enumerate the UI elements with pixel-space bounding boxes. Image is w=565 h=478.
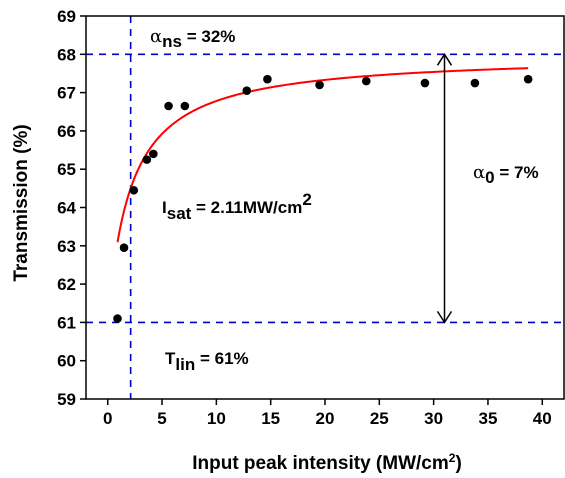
data-point: [420, 78, 430, 88]
data-point: [119, 243, 129, 253]
arrow-head-top: [436, 52, 453, 66]
x-tick-label: 40: [533, 409, 552, 428]
y-tick-label: 63: [57, 237, 76, 256]
data-point: [242, 86, 252, 95]
y-tick-label: 69: [57, 7, 76, 26]
x-tick-label: 0: [103, 409, 112, 428]
data-point: [149, 149, 158, 159]
x-tick-label: 15: [261, 409, 280, 428]
plot-frame: [85, 15, 565, 400]
x-tick-label: 20: [316, 409, 335, 428]
data-point: [315, 80, 324, 90]
data-point: [263, 74, 272, 84]
data-point: [113, 314, 122, 323]
x-tick-label: 10: [207, 409, 226, 428]
y-axis-ticks: 59 60 61 62 63 64 65 66 67 68 69: [57, 7, 86, 409]
data-point: [470, 78, 480, 88]
x-tick-label: 30: [424, 409, 443, 428]
y-tick-label: 61: [57, 313, 76, 332]
x-tick-label: 25: [370, 409, 389, 428]
alpha-ns-annotation: αns = 32%: [150, 26, 235, 51]
y-tick-label: 65: [57, 160, 76, 179]
alpha0-arrow: [436, 52, 453, 324]
y-tick-label: 62: [57, 275, 76, 294]
data-point: [142, 155, 152, 164]
data-point: [523, 74, 533, 84]
data-point: [361, 76, 371, 86]
arrow-head-bottom: [436, 310, 453, 324]
data-point: [164, 101, 173, 111]
fit-curve-group: [116, 67, 529, 243]
guide-lines: [86, 16, 564, 399]
x-axis-ticks: 0 5 10 15 20 25 30 35 40: [103, 399, 552, 428]
y-tick-label: 67: [57, 84, 76, 103]
y-tick-label: 64: [57, 199, 76, 218]
tlin-annotation: Tlin = 61%: [165, 349, 249, 374]
data-point: [180, 101, 190, 111]
y-tick-label: 66: [57, 122, 76, 141]
y-tick-label: 59: [57, 390, 76, 409]
isat-annotation: Isat = 2.11MW/cm2: [162, 190, 312, 223]
x-tick-label: 35: [478, 409, 497, 428]
y-tick-label: 60: [57, 352, 76, 371]
y-axis-title: Transmission (%): [11, 124, 32, 281]
data-point: [129, 185, 139, 195]
data-points: [113, 74, 533, 323]
y-tick-label: 68: [57, 45, 76, 64]
alpha-0-annotation: α0 = 7%: [473, 162, 539, 187]
fit-curve: [116, 67, 529, 243]
x-axis-title: Input peak intensity (MW/cm2): [192, 451, 462, 474]
x-tick-label: 5: [157, 409, 166, 428]
